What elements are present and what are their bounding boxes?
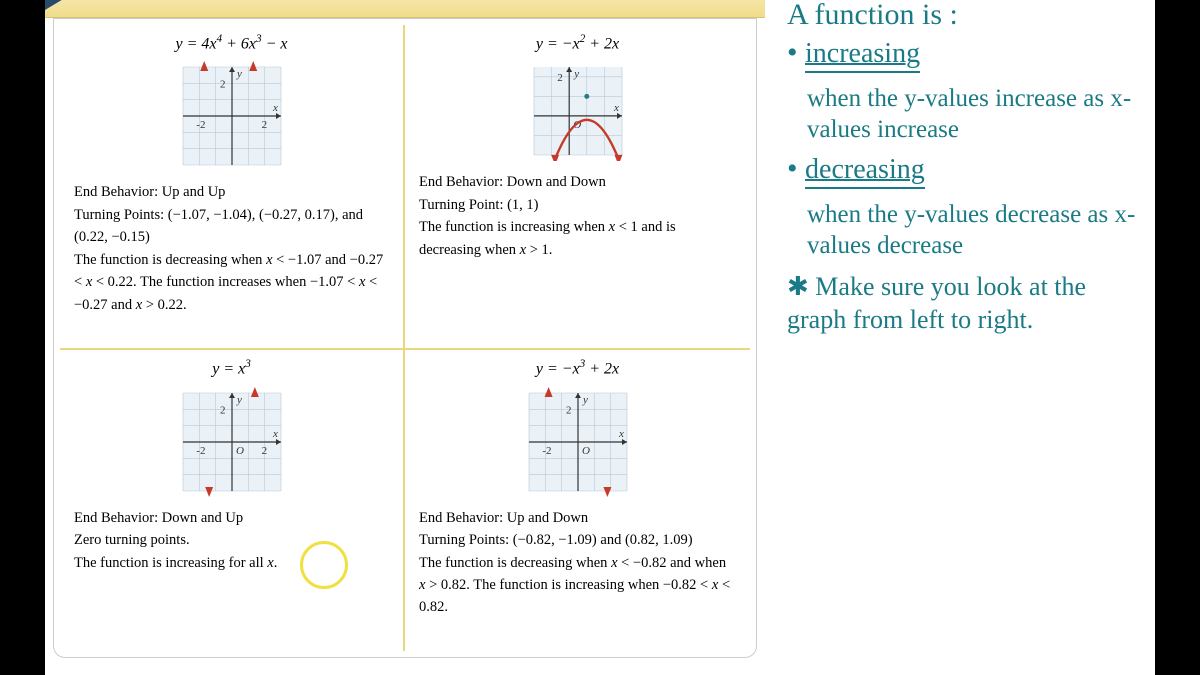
left-letterbox bbox=[0, 0, 45, 675]
svg-text:O: O bbox=[582, 445, 590, 457]
header-tab-icon bbox=[45, 0, 75, 10]
note-subtext: when the y-values decrease as x-values d… bbox=[807, 199, 1137, 262]
equation: y = −x3 + 2x bbox=[419, 358, 736, 378]
svg-text:2: 2 bbox=[261, 119, 267, 131]
annotation-circle bbox=[300, 541, 348, 589]
example-cell: y = −x2 + 2x2xyOEnd Behavior: Down and D… bbox=[405, 25, 750, 350]
svg-text:O: O bbox=[236, 445, 244, 457]
mini-graph: -2 2 x y O bbox=[523, 387, 633, 497]
notes-partial-heading: A function is : bbox=[787, 0, 1137, 26]
example-cell: y = −x3 + 2x -2 2 x y O End Behavior: Up and D… bbox=[405, 350, 750, 651]
svg-text:y: y bbox=[236, 68, 242, 80]
note-bullet: decreasing bbox=[787, 150, 1137, 195]
content-area: y = 4x4 + 6x3 − x-222xyEnd Behavior: Up … bbox=[45, 0, 1155, 675]
note-subtext: when the y-values increase as x-values i… bbox=[807, 83, 1137, 146]
svg-text:2: 2 bbox=[557, 72, 563, 84]
textbook-panel: y = 4x4 + 6x3 − x-222xyEnd Behavior: Up … bbox=[45, 0, 765, 675]
handwritten-notes: A function is :increasingwhen the y-valu… bbox=[765, 0, 1155, 675]
svg-text:2: 2 bbox=[566, 404, 572, 416]
svg-text:2: 2 bbox=[220, 404, 226, 416]
svg-text:x: x bbox=[272, 428, 278, 440]
equation: y = −x2 + 2x bbox=[419, 33, 736, 53]
mini-graph: -222xyO bbox=[177, 387, 287, 497]
key-concept-header bbox=[45, 0, 765, 18]
svg-text:x: x bbox=[613, 102, 619, 114]
svg-text:-2: -2 bbox=[542, 445, 551, 457]
svg-text:-2: -2 bbox=[196, 445, 205, 457]
example-grid: y = 4x4 + 6x3 − x-222xyEnd Behavior: Up … bbox=[53, 18, 757, 658]
svg-text:x: x bbox=[272, 102, 278, 114]
svg-text:2: 2 bbox=[220, 79, 226, 91]
svg-text:2: 2 bbox=[261, 445, 267, 457]
mini-graph: 2xyO bbox=[528, 61, 628, 161]
svg-text:y: y bbox=[573, 68, 579, 80]
svg-text:-2: -2 bbox=[196, 119, 205, 131]
note-asterisk: Make sure you look at the graph from lef… bbox=[787, 271, 1137, 336]
description: End Behavior: Up and UpTurning Points: (… bbox=[74, 181, 389, 316]
example-cell: y = 4x4 + 6x3 − x-222xyEnd Behavior: Up … bbox=[60, 25, 405, 350]
description: End Behavior: Up and DownTurning Points:… bbox=[419, 507, 736, 619]
svg-text:y: y bbox=[236, 394, 242, 406]
svg-text:x: x bbox=[618, 428, 624, 440]
note-bullet: increasing bbox=[787, 34, 1137, 79]
svg-text:y: y bbox=[582, 394, 588, 406]
example-cell: y = x3-222xyOEnd Behavior: Down and UpZe… bbox=[60, 350, 405, 651]
description: End Behavior: Down and DownTurning Point… bbox=[419, 171, 736, 261]
equation: y = x3 bbox=[74, 358, 389, 378]
right-letterbox bbox=[1155, 0, 1200, 675]
equation: y = 4x4 + 6x3 − x bbox=[74, 33, 389, 53]
mini-graph: -222xy bbox=[177, 61, 287, 171]
